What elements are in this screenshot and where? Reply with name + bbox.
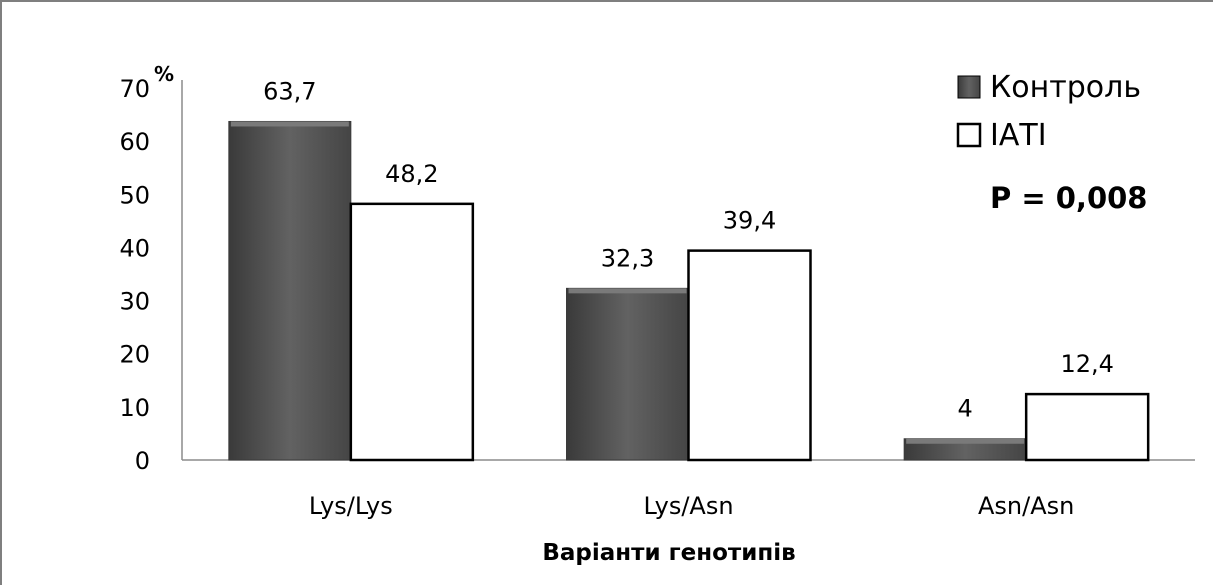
bars-group: [228, 120, 1150, 462]
bar-value-label: 32,3: [601, 244, 654, 272]
bar-iati-lys-asn: [687, 249, 812, 462]
bar-bevel: [906, 438, 1025, 444]
y-tick-label: 20: [119, 341, 150, 369]
x-axis-title: Варіанти генотипів: [542, 540, 795, 566]
y-tick-label: 40: [119, 234, 150, 262]
y-axis-unit: %: [154, 62, 174, 86]
value-labels-group: 63,7 48,2 32,3 39,4 4 12,4: [263, 77, 1114, 422]
bar-value-label: 48,2: [385, 160, 438, 188]
legend-label-iati: ІАТІ: [990, 118, 1047, 153]
bar-value-label: 39,4: [723, 207, 776, 235]
y-tick-label: 10: [119, 394, 150, 422]
bar-iati-asn-asn: [1024, 392, 1150, 462]
category-label: Lys/Asn: [643, 492, 733, 520]
y-tick-labels: 0 10 20 30 40 50 60 70: [119, 75, 150, 475]
bar-bevel: [568, 288, 687, 294]
bar-iati-lys-lys: [349, 202, 475, 462]
bar-value-label: 12,4: [1060, 350, 1113, 378]
y-axis: 0 10 20 30 40 50 60 70 %: [119, 62, 183, 475]
bar-bevel: [230, 121, 349, 127]
y-tick-label: 70: [119, 75, 150, 103]
bar-value-label: 63,7: [263, 77, 316, 105]
y-tick-label: 30: [119, 288, 150, 316]
p-value-annotation: P = 0,008: [990, 181, 1147, 215]
legend-label-control: Контроль: [990, 70, 1141, 105]
y-tick-label: 0: [135, 447, 150, 475]
y-tick-label: 60: [119, 128, 150, 156]
legend-item-iati: ІАТІ: [956, 118, 1047, 153]
legend: Контроль ІАТІ: [956, 70, 1141, 153]
bar-control-lys-lys: [228, 120, 352, 461]
category-label: Asn/Asn: [978, 492, 1074, 520]
legend-swatch-control: [957, 75, 981, 99]
bar-control-lys-asn: [566, 287, 689, 461]
legend-swatch-iati: [956, 122, 982, 148]
category-label: Lys/Lys: [309, 492, 393, 520]
legend-item-control: Контроль: [957, 70, 1141, 105]
y-tick-label: 50: [119, 181, 150, 209]
bar-value-label: 4: [958, 395, 973, 423]
category-labels-group: Lys/Lys Lys/Asn Asn/Asn: [309, 492, 1074, 520]
